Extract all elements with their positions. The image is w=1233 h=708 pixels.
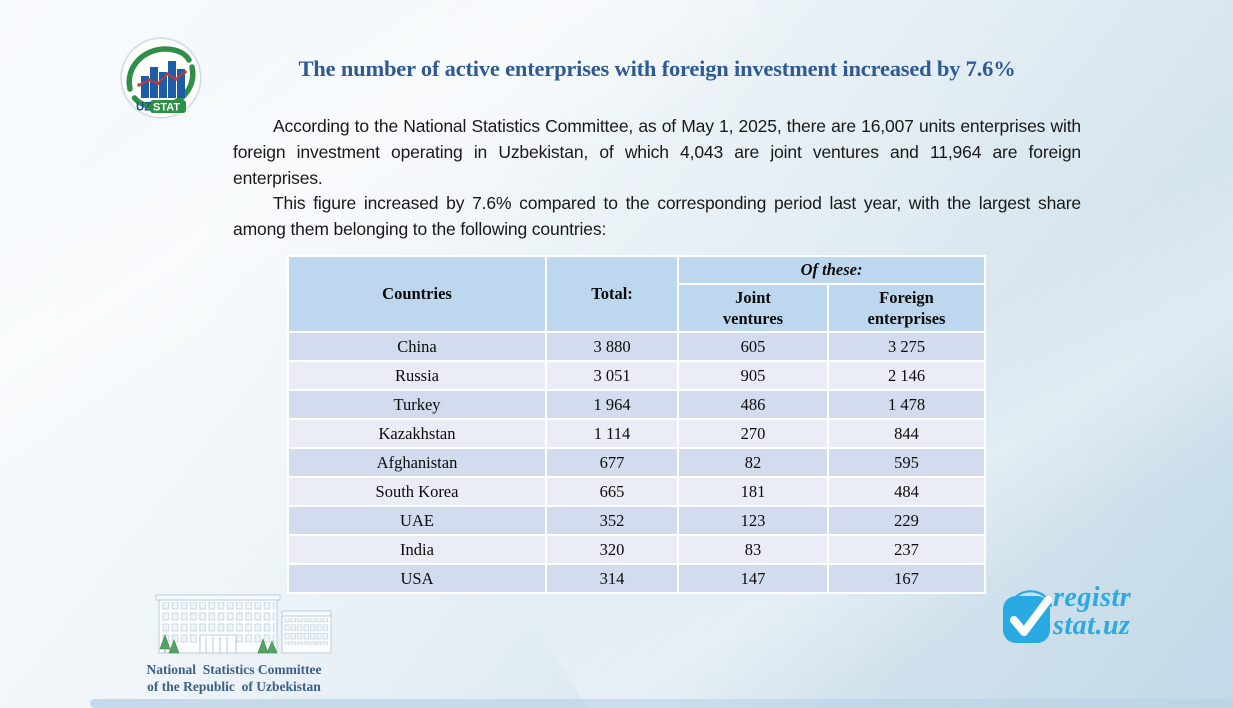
cell-joint: 605: [677, 331, 829, 362]
cell-total: 1 964: [545, 389, 679, 420]
checkmark-icon: [1001, 585, 1061, 645]
cell-total: 665: [545, 476, 679, 507]
table-row: Kazakhstan 1 114 270 844: [287, 418, 987, 449]
registr-wordmark: registr stat.uz: [1053, 582, 1132, 641]
col-header-total: Total:: [545, 255, 679, 333]
cell-joint: 83: [677, 534, 829, 565]
svg-text:UZ: UZ: [136, 102, 151, 114]
cell-foreign: 1 478: [826, 389, 987, 420]
cell-total: 1 114: [545, 418, 679, 449]
cell-foreign: 484: [826, 476, 987, 507]
cell-total: 352: [545, 505, 679, 536]
cell-country: Russia: [287, 360, 547, 391]
table-row: China 3 880 605 3 275: [287, 331, 987, 362]
table-row: UAE 352 123 229: [287, 505, 987, 536]
table-body: China 3 880 605 3 275 Russia 3 051 905 2…: [287, 331, 987, 594]
cell-joint: 905: [677, 360, 829, 391]
table-row: India 320 83 237: [287, 534, 987, 565]
paragraph-growth: This figure increased by 7.6% compared t…: [233, 193, 1081, 240]
building-icon: [155, 594, 332, 654]
bottom-accent-band: [90, 699, 1233, 708]
svg-text:STAT: STAT: [153, 102, 180, 114]
paragraph-intro: According to the National Statistics Com…: [233, 116, 1081, 188]
cell-country: Kazakhstan: [287, 418, 547, 449]
cell-joint: 270: [677, 418, 829, 449]
uzstat-logo: UZ STAT: [119, 36, 203, 120]
page-title: The number of active enterprises with fo…: [298, 56, 1016, 81]
cell-country: Afghanistan: [287, 447, 547, 478]
cell-foreign: 237: [826, 534, 987, 565]
col-header-foreign-enterprises: Foreign enterprises: [826, 283, 987, 333]
table-row: Russia 3 051 905 2 146: [287, 360, 987, 391]
registr-statuz-logo: registr stat.uz: [1001, 583, 1201, 649]
cell-joint: 82: [677, 447, 829, 478]
cell-total: 677: [545, 447, 679, 478]
cell-foreign: 2 146: [826, 360, 987, 391]
cell-joint: 486: [677, 389, 829, 420]
table-row: South Korea 665 181 484: [287, 476, 987, 507]
table-header: Countries Total: Of these: Joint venture…: [287, 255, 987, 333]
uzstat-logo-icon: UZ STAT: [120, 37, 202, 119]
cell-joint: 181: [677, 476, 829, 507]
table-row: Afghanistan 677 82 595: [287, 447, 987, 478]
committee-caption: National Statistics Committee of the Rep…: [146, 662, 322, 694]
cell-country: USA: [287, 563, 547, 594]
countries-table: Countries Total: Of these: Joint venture…: [287, 255, 987, 594]
cell-total: 320: [545, 534, 679, 565]
cell-joint: 123: [677, 505, 829, 536]
cell-foreign: 595: [826, 447, 987, 478]
col-header-of-these: Of these:: [676, 255, 987, 285]
body-text: According to the National Statistics Com…: [233, 114, 1081, 243]
cell-country: India: [287, 534, 547, 565]
col-header-countries: Countries: [287, 255, 547, 333]
statistics-committee-building-illustration: [143, 589, 333, 661]
trees-icon: [159, 634, 278, 654]
table-row: USA 314 147 167: [287, 563, 987, 594]
cell-joint: 147: [677, 563, 829, 594]
cell-country: China: [287, 331, 547, 362]
cell-total: 3 880: [545, 331, 679, 362]
cell-country: UAE: [287, 505, 547, 536]
col-header-joint-ventures: Joint ventures: [677, 283, 829, 333]
table-row: Turkey 1 964 486 1 478: [287, 389, 987, 420]
cell-country: South Korea: [287, 476, 547, 507]
cell-country: Turkey: [287, 389, 547, 420]
cell-foreign: 229: [826, 505, 987, 536]
cell-foreign: 3 275: [826, 331, 987, 362]
cell-total: 3 051: [545, 360, 679, 391]
cell-foreign: 167: [826, 563, 987, 594]
cell-foreign: 844: [826, 418, 987, 449]
cell-total: 314: [545, 563, 679, 594]
